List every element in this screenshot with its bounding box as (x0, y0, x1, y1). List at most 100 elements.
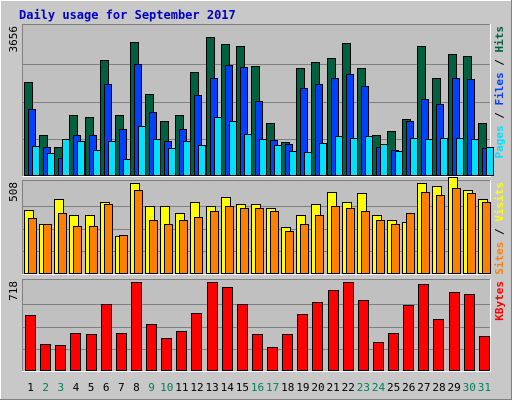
x-tick-label-day-21: 21 (327, 381, 340, 394)
x-tick-label-day-17: 17 (266, 381, 279, 394)
bar-kbytes-day-20 (312, 302, 323, 371)
legend-part: Files (493, 72, 506, 105)
bar-sites-day-22 (346, 208, 355, 274)
series-legend-label: KBytes (493, 281, 506, 321)
bar-kbytes-day-24 (373, 342, 384, 371)
bar-sites-day-25 (391, 224, 400, 274)
bar-sites-day-18 (285, 231, 294, 274)
bar-sites-day-10 (164, 224, 173, 274)
bar-sites-day-13 (210, 211, 219, 274)
panel-visits_sites: 508 Sites / Visits (7, 177, 506, 275)
bar-kbytes-day-3 (55, 345, 66, 371)
bar-sites-day-15 (240, 208, 249, 274)
x-tick-label-day-6: 6 (103, 381, 110, 394)
legend-part: / (493, 106, 506, 126)
x-tick-label-day-18: 18 (281, 381, 294, 394)
bar-pages-day-10 (168, 148, 176, 176)
bar-pages-day-14 (229, 121, 237, 176)
x-tick-label-day-7: 7 (118, 381, 125, 394)
bar-sites-day-8 (134, 190, 143, 274)
bar-kbytes-day-10 (161, 338, 172, 371)
bar-pages-day-30 (471, 139, 479, 176)
x-tick-label-day-1: 1 (27, 381, 34, 394)
bar-sites-day-16 (255, 208, 264, 274)
x-tick-label-day-19: 19 (296, 381, 309, 394)
bar-kbytes-day-26 (403, 305, 414, 371)
bar-sites-day-27 (421, 192, 430, 274)
legend-part: Visits (493, 182, 506, 222)
bar-sites-day-21 (331, 206, 340, 274)
bar-sites-day-19 (300, 224, 309, 274)
bar-kbytes-day-13 (207, 282, 218, 371)
bar-pages-day-16 (259, 139, 267, 176)
x-tick-label-day-28: 28 (432, 381, 445, 394)
bar-kbytes-day-6 (101, 304, 112, 371)
bar-pages-day-26 (410, 138, 418, 176)
legend-part: Hits (493, 26, 506, 53)
bar-pages-day-24 (380, 144, 388, 176)
bar-pages-day-15 (244, 134, 252, 176)
bar-kbytes-day-25 (388, 333, 399, 371)
bar-pages-day-6 (108, 141, 116, 176)
bar-pages-day-31 (486, 147, 494, 176)
bar-pages-day-27 (425, 139, 433, 176)
bar-pages-day-20 (319, 143, 327, 176)
bar-kbytes-day-5 (86, 334, 97, 371)
bar-kbytes-day-11 (176, 331, 187, 371)
bar-sites-day-14 (225, 206, 234, 274)
legend-part: / (493, 222, 506, 242)
bar-sites-day-26 (406, 213, 415, 274)
bar-pages-day-17 (274, 145, 282, 176)
x-tick-label-day-29: 29 (448, 381, 461, 394)
bar-pages-day-29 (456, 138, 464, 176)
bar-pages-day-2 (47, 153, 55, 176)
bar-sites-day-29 (452, 188, 461, 274)
bar-kbytes-day-14 (222, 287, 233, 371)
x-tick-label-day-3: 3 (58, 381, 65, 394)
bar-kbytes-day-9 (146, 324, 157, 371)
bar-kbytes-day-19 (297, 314, 308, 371)
bar-kbytes-day-22 (343, 282, 354, 371)
bar-kbytes-day-18 (282, 334, 293, 371)
bar-kbytes-day-23 (358, 300, 369, 371)
bar-sites-day-7 (119, 235, 128, 274)
bar-pages-day-9 (153, 139, 161, 176)
bar-pages-day-5 (93, 150, 101, 176)
bar-kbytes-day-27 (418, 284, 429, 371)
bar-pages-day-22 (350, 138, 358, 176)
x-tick-label-day-10: 10 (160, 381, 173, 394)
bar-kbytes-day-16 (252, 334, 263, 371)
panel-kbytes: 718 KBytes (7, 279, 506, 372)
x-tick-label-day-31: 31 (478, 381, 491, 394)
bar-kbytes-day-8 (131, 282, 142, 371)
bar-pages-day-18 (289, 151, 297, 176)
x-tick-label-day-25: 25 (387, 381, 400, 394)
bar-pages-day-4 (77, 141, 85, 176)
bar-sites-day-6 (104, 204, 113, 274)
bar-pages-day-11 (183, 141, 191, 176)
bar-pages-day-25 (395, 151, 403, 176)
bar-sites-day-20 (315, 215, 324, 274)
x-tick-label-day-26: 26 (402, 381, 415, 394)
bar-pages-day-21 (335, 136, 343, 176)
bar-kbytes-day-21 (328, 290, 339, 371)
bar-pages-day-28 (440, 138, 448, 176)
x-tick-label-day-24: 24 (372, 381, 386, 394)
bar-kbytes-day-30 (464, 294, 475, 371)
x-tick-label-day-20: 20 (311, 381, 324, 394)
bar-kbytes-day-15 (237, 304, 248, 371)
x-tick-label-day-23: 23 (357, 381, 370, 394)
bar-pages-day-8 (138, 126, 146, 176)
legend-part: / (493, 53, 506, 73)
x-tick-label-day-2: 2 (42, 381, 49, 394)
bar-pages-day-3 (62, 139, 70, 176)
x-tick-label-day-13: 13 (205, 381, 218, 394)
x-tick-label-day-4: 4 (73, 381, 80, 394)
x-tick-label-day-12: 12 (190, 381, 203, 394)
bar-kbytes-day-28 (433, 319, 444, 371)
series-legend-label: Pages / Files / Hits (493, 26, 506, 159)
bar-pages-day-13 (214, 117, 222, 176)
bar-sites-day-30 (467, 193, 476, 274)
x-tick-label-day-27: 27 (417, 381, 430, 394)
